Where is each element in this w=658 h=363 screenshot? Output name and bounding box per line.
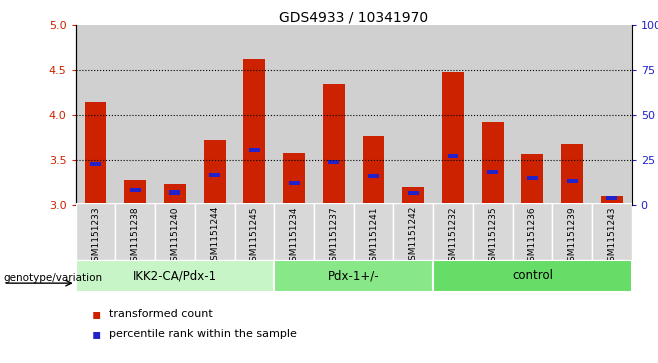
Bar bbox=[115, 25, 155, 205]
Bar bbox=[164, 184, 186, 205]
Bar bbox=[601, 196, 622, 205]
Title: GDS4933 / 10341970: GDS4933 / 10341970 bbox=[279, 10, 428, 24]
Bar bbox=[561, 144, 583, 205]
Bar bbox=[90, 162, 101, 166]
Bar bbox=[76, 25, 115, 205]
Text: GSM1151234: GSM1151234 bbox=[290, 206, 299, 266]
Bar bbox=[527, 176, 538, 180]
Bar bbox=[274, 203, 314, 260]
Text: control: control bbox=[512, 269, 553, 282]
Text: GSM1151244: GSM1151244 bbox=[210, 206, 219, 266]
Bar bbox=[314, 203, 354, 260]
Bar bbox=[473, 25, 513, 205]
Text: transformed count: transformed count bbox=[109, 309, 213, 319]
Bar bbox=[567, 179, 578, 183]
Bar bbox=[289, 181, 299, 185]
Bar bbox=[447, 154, 459, 158]
Bar bbox=[243, 59, 265, 205]
Bar bbox=[234, 25, 274, 205]
Bar bbox=[234, 203, 274, 260]
Bar bbox=[368, 174, 379, 178]
Bar bbox=[155, 25, 195, 205]
Bar bbox=[433, 260, 632, 292]
Text: GSM1151240: GSM1151240 bbox=[170, 206, 180, 266]
Text: ▪: ▪ bbox=[92, 307, 101, 321]
Bar bbox=[76, 260, 274, 292]
Bar bbox=[513, 203, 552, 260]
Bar bbox=[274, 260, 433, 292]
Bar bbox=[552, 203, 592, 260]
Bar bbox=[115, 203, 155, 260]
Bar bbox=[442, 72, 464, 205]
Text: GSM1151236: GSM1151236 bbox=[528, 206, 537, 267]
Text: GSM1151238: GSM1151238 bbox=[131, 206, 139, 267]
Text: genotype/variation: genotype/variation bbox=[3, 273, 103, 283]
Bar bbox=[433, 203, 473, 260]
Text: GSM1151245: GSM1151245 bbox=[250, 206, 259, 266]
Text: GSM1151235: GSM1151235 bbox=[488, 206, 497, 267]
Bar bbox=[482, 122, 503, 205]
Bar bbox=[170, 191, 180, 195]
Bar bbox=[592, 203, 632, 260]
Bar bbox=[363, 136, 384, 205]
Text: GSM1151232: GSM1151232 bbox=[449, 206, 457, 266]
Bar bbox=[552, 25, 592, 205]
Text: GSM1151239: GSM1151239 bbox=[568, 206, 576, 267]
Text: IKK2-CA/Pdx-1: IKK2-CA/Pdx-1 bbox=[133, 269, 217, 282]
Bar bbox=[323, 84, 345, 205]
Bar bbox=[393, 25, 433, 205]
Bar bbox=[76, 203, 115, 260]
Bar bbox=[487, 170, 498, 174]
Text: ▪: ▪ bbox=[92, 327, 101, 341]
Text: percentile rank within the sample: percentile rank within the sample bbox=[109, 329, 297, 339]
Bar bbox=[473, 203, 513, 260]
Bar bbox=[85, 102, 107, 205]
Text: GSM1151233: GSM1151233 bbox=[91, 206, 100, 267]
Bar bbox=[130, 188, 141, 192]
Bar bbox=[274, 25, 314, 205]
Bar bbox=[522, 154, 544, 205]
Bar bbox=[607, 196, 617, 200]
Bar bbox=[314, 25, 354, 205]
Bar bbox=[204, 139, 226, 205]
Bar bbox=[402, 187, 424, 205]
Bar bbox=[155, 203, 195, 260]
Bar bbox=[195, 203, 234, 260]
Text: GSM1151241: GSM1151241 bbox=[369, 206, 378, 266]
Text: GSM1151243: GSM1151243 bbox=[607, 206, 617, 266]
Bar bbox=[249, 148, 260, 152]
Bar bbox=[354, 203, 393, 260]
Bar bbox=[513, 25, 552, 205]
Text: Pdx-1+/-: Pdx-1+/- bbox=[328, 269, 380, 282]
Bar bbox=[408, 191, 418, 195]
Text: GSM1151237: GSM1151237 bbox=[329, 206, 338, 267]
Text: GSM1151242: GSM1151242 bbox=[409, 206, 418, 266]
Bar bbox=[354, 25, 393, 205]
Bar bbox=[195, 25, 234, 205]
Bar bbox=[124, 180, 146, 205]
Bar bbox=[209, 174, 220, 178]
Bar bbox=[328, 160, 340, 164]
Bar bbox=[592, 25, 632, 205]
Bar bbox=[393, 203, 433, 260]
Bar bbox=[283, 153, 305, 205]
Bar bbox=[433, 25, 473, 205]
